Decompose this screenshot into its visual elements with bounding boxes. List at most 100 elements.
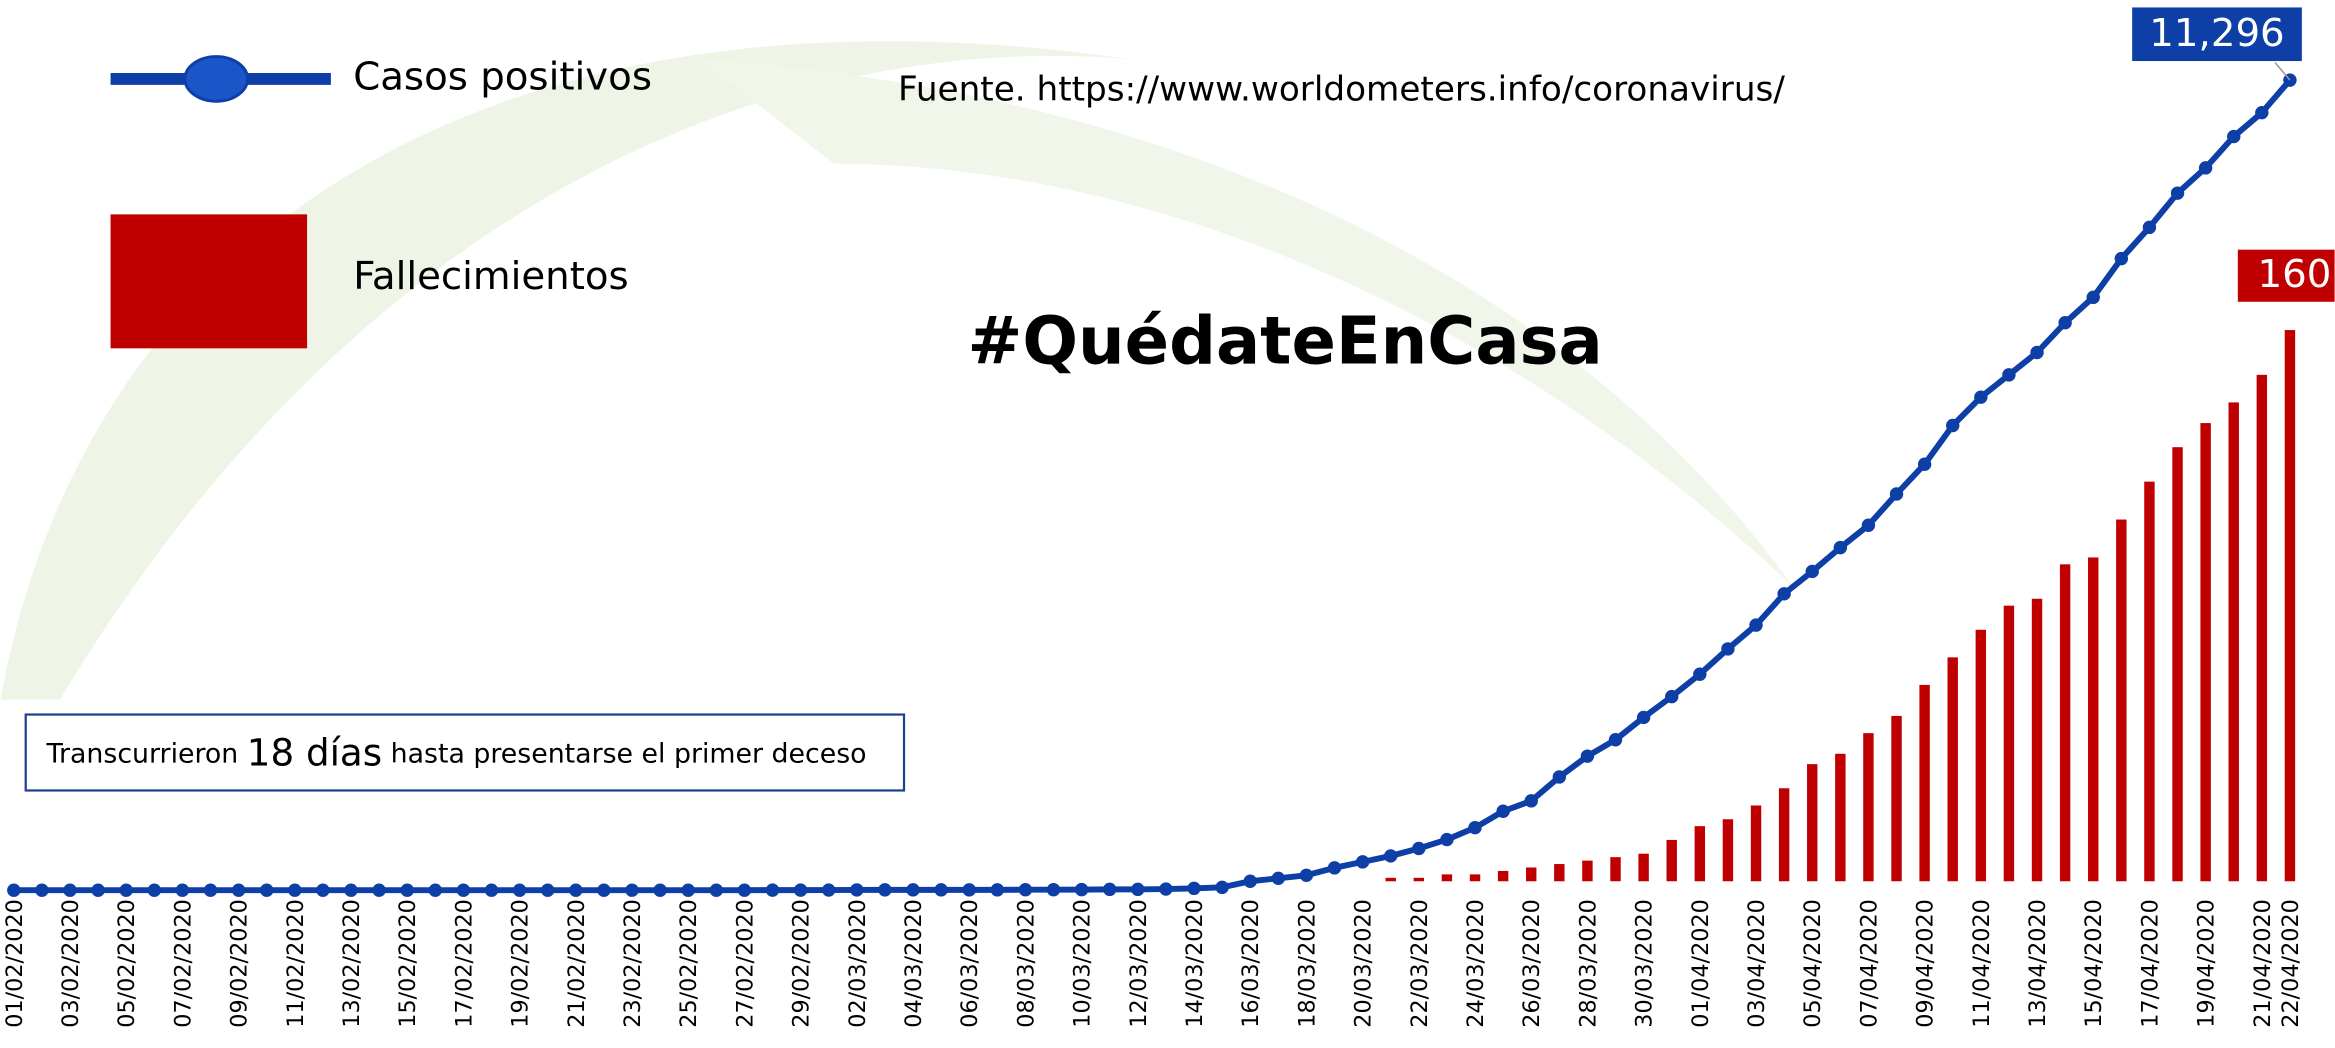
- bar: [2059, 564, 2071, 882]
- point: [147, 883, 162, 897]
- point: [597, 883, 611, 897]
- point: [1018, 883, 1033, 897]
- x-tick-label: 01/02/2020: [2, 899, 28, 1028]
- point: [1861, 518, 1876, 532]
- x-tick-label: 09/02/2020: [227, 899, 253, 1028]
- x-tick-label: 15/02/2020: [395, 899, 421, 1028]
- x-tick-label: 03/04/2020: [1744, 899, 1770, 1028]
- point: [203, 883, 218, 897]
- point: [1271, 871, 1286, 885]
- point: [1327, 861, 1342, 875]
- line: [13, 78, 2293, 894]
- point: [1608, 733, 1623, 747]
- data-label: 160: [2257, 252, 2331, 297]
- x-tick-label: 03/02/2020: [58, 899, 84, 1028]
- point: [1889, 487, 1904, 501]
- bar: [2088, 557, 2099, 882]
- x-tick-label: 17/04/2020: [2137, 899, 2163, 1028]
- point: [91, 883, 105, 897]
- x-tick-label: 14/03/2020: [1182, 899, 1208, 1028]
- annotation-emphasis: 18 días: [247, 730, 382, 774]
- x-tick-label: 29/02/2020: [789, 899, 815, 1028]
- bar: [1554, 864, 1565, 882]
- point: [63, 883, 77, 897]
- point: [288, 883, 302, 897]
- x-tick-label: 01/04/2020: [1688, 899, 1714, 1028]
- bar: [1947, 657, 1958, 882]
- bar: [1807, 764, 1818, 882]
- point: [1103, 882, 1117, 897]
- point: [1777, 587, 1791, 601]
- x-tick-label: 21/04/2020: [2250, 899, 2276, 1028]
- x-tick-label: 11/02/2020: [283, 899, 309, 1028]
- x-tick-label: 24/03/2020: [1463, 899, 1489, 1028]
- point: [2170, 186, 2185, 200]
- point: [1974, 390, 1988, 404]
- x-tick-label: 06/03/2020: [957, 899, 983, 1028]
- bar: [1694, 826, 1706, 882]
- x-tick-label: 30/03/2020: [1632, 899, 1658, 1028]
- bar: [2172, 447, 2183, 882]
- legend-label: Fallecimientos: [353, 254, 628, 299]
- x-tick-label: 28/03/2020: [1575, 899, 1601, 1028]
- x-tick-label: 16/03/2020: [1238, 899, 1264, 1028]
- legend-swatch: [110, 214, 308, 349]
- point: [878, 883, 892, 897]
- bar: [1975, 629, 1987, 882]
- bar: [2228, 402, 2239, 882]
- point: [372, 883, 386, 897]
- x-tick-label: 07/02/2020: [170, 899, 196, 1028]
- point: [2002, 368, 2016, 382]
- bar: [2256, 374, 2268, 882]
- x-tick-label: 27/02/2020: [732, 899, 758, 1028]
- point: [175, 883, 190, 897]
- point: [1552, 770, 1567, 784]
- bar: [1385, 877, 1396, 882]
- background-swoosh: [700, 59, 1795, 589]
- bar: [2284, 330, 2296, 882]
- bar: [1638, 853, 1649, 882]
- x-tick-label: 13/02/2020: [339, 899, 365, 1028]
- x-tick-label: 05/02/2020: [114, 899, 140, 1028]
- point: [2198, 161, 2213, 175]
- point: [569, 883, 583, 897]
- point: [737, 883, 752, 897]
- x-tick-label: 18/03/2020: [1294, 899, 1320, 1028]
- point: [541, 883, 555, 897]
- bar: [2031, 598, 2043, 882]
- point: [1384, 849, 1398, 863]
- point: [1721, 642, 1735, 656]
- bar: [2200, 423, 2211, 882]
- point: [1299, 868, 1314, 882]
- point: [119, 883, 133, 897]
- point: [428, 883, 443, 897]
- point: [1243, 874, 1257, 888]
- annotation-text: hasta presentarse el primer deceso: [391, 738, 867, 769]
- legend-marker: [183, 55, 250, 103]
- x-tick-label: 08/03/2020: [1013, 899, 1039, 1028]
- bar: [1441, 874, 1453, 882]
- bar: [2144, 481, 2155, 882]
- point: [934, 883, 948, 897]
- point: [260, 883, 274, 897]
- x-tick-label: 17/02/2020: [451, 899, 477, 1028]
- point: [2086, 290, 2100, 305]
- x-tick-label: 20/03/2020: [1351, 899, 1377, 1028]
- point: [2142, 220, 2157, 235]
- point: [512, 883, 527, 897]
- bar: [1469, 874, 1481, 882]
- point: [344, 883, 358, 897]
- x-tick-label: 04/03/2020: [901, 899, 927, 1028]
- bar: [1750, 805, 1762, 882]
- x-tick-label: 23/02/2020: [620, 899, 646, 1028]
- point: [2058, 316, 2072, 330]
- point: [1636, 710, 1651, 725]
- point: [1833, 540, 1848, 555]
- point: [1074, 882, 1089, 897]
- point: [1468, 820, 1482, 835]
- bar: [1891, 715, 1902, 882]
- annotation-box: [24, 713, 906, 792]
- x-tick-label: 26/03/2020: [1519, 899, 1545, 1028]
- source-note: Fuente. https://www.worldometers.info/co…: [898, 69, 1785, 109]
- point: [456, 883, 471, 897]
